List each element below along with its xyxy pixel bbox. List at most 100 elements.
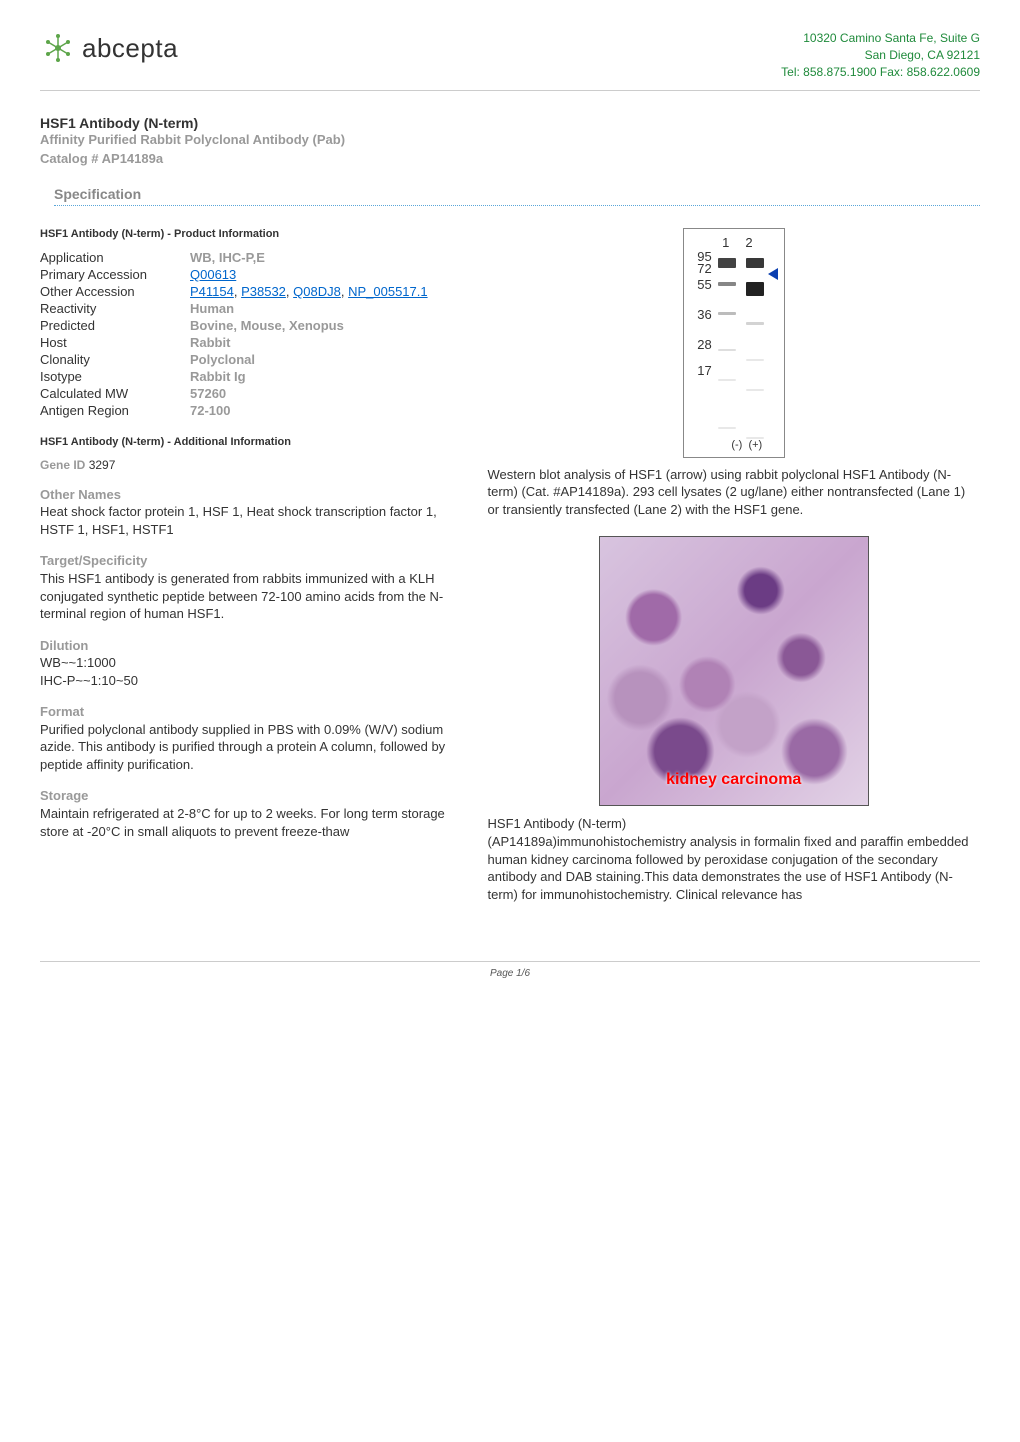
- product-name: HSF1 Antibody (N-term): [40, 115, 980, 131]
- arrow-left-icon: [768, 268, 778, 280]
- gel-band: [746, 322, 764, 325]
- mw-marker: 36: [690, 308, 712, 338]
- product-info-heading: HSF1 Antibody (N-term) - Product Informa…: [40, 228, 460, 240]
- wb-caption: Western blot analysis of HSF1 (arrow) us…: [488, 466, 980, 519]
- block-label: Other Names: [40, 486, 460, 504]
- ihc-caption: HSF1 Antibody (N-term) (AP14189a)immunoh…: [488, 815, 980, 903]
- dilution-line: WB~~1:1000: [40, 654, 460, 672]
- mw-markers: 95 72 55 36 28 17: [690, 252, 712, 408]
- ihc-background: [600, 537, 868, 805]
- gel-lane: [746, 252, 764, 439]
- target-spec-block: Target/Specificity This HSF1 antibody is…: [40, 552, 460, 622]
- right-column: 1 2 95 72 55 36 28 17: [488, 228, 980, 921]
- dilution-block: Dilution WB~~1:1000 IHC-P~~1:10~50: [40, 637, 460, 690]
- gel-band: [718, 312, 736, 315]
- product-subtype: Affinity Purified Rabbit Polyclonal Anti…: [40, 131, 980, 149]
- title-block: HSF1 Antibody (N-term) Affinity Purified…: [40, 115, 980, 167]
- accession-link[interactable]: Q00613: [190, 267, 236, 282]
- kv-key: Primary Accession: [40, 267, 190, 282]
- block-body: Maintain refrigerated at 2-8°C for up to…: [40, 805, 460, 840]
- mw-marker: 17: [690, 364, 712, 408]
- kv-key: Reactivity: [40, 301, 190, 316]
- gel-band: [746, 389, 764, 391]
- product-info-table: Application WB, IHC-P,E Primary Accessio…: [40, 250, 460, 418]
- block-body: This HSF1 antibody is generated from rab…: [40, 570, 460, 623]
- band-arrow: [764, 252, 778, 280]
- block-label: Storage: [40, 787, 460, 805]
- polarity: (+): [748, 439, 762, 451]
- kv-key: Isotype: [40, 369, 190, 384]
- kv-key: Calculated MW: [40, 386, 190, 401]
- gel-lane: [718, 252, 736, 439]
- accession-link[interactable]: P38532: [241, 284, 286, 299]
- accession-link[interactable]: Q08DJ8: [293, 284, 341, 299]
- other-names-block: Other Names Heat shock factor protein 1,…: [40, 486, 460, 539]
- logo-icon: [40, 30, 76, 66]
- kv-val: Q00613: [190, 267, 460, 282]
- gel-band: [718, 282, 736, 286]
- kv-key: Application: [40, 250, 190, 265]
- gel-band: [746, 359, 764, 361]
- address-line: San Diego, CA 92121: [781, 47, 980, 64]
- logo-text: abcepta: [82, 33, 178, 64]
- kv-val: Polyclonal: [190, 352, 460, 367]
- wb-image: 1 2 95 72 55 36 28 17: [683, 228, 785, 458]
- polarity: (-): [731, 439, 742, 451]
- lane-numbers: 1 2: [718, 235, 757, 250]
- page-number: Page 1/6: [490, 968, 530, 979]
- ihc-image: kidney carcinoma: [599, 536, 869, 806]
- accession-link[interactable]: NP_005517.1: [348, 284, 428, 299]
- kv-key: Antigen Region: [40, 403, 190, 418]
- lane-number: 1: [718, 235, 734, 250]
- format-block: Format Purified polyclonal antibody supp…: [40, 703, 460, 773]
- gel-lanes: [718, 252, 764, 439]
- ihc-overlay-label: kidney carcinoma: [600, 771, 868, 789]
- left-column: HSF1 Antibody (N-term) - Product Informa…: [40, 228, 460, 921]
- dilution-line: IHC-P~~1:10~50: [40, 672, 460, 690]
- ihc-caption-body: (AP14189a)immunohistochemistry analysis …: [488, 834, 969, 902]
- gene-id-line: Gene ID 3297: [40, 458, 460, 472]
- polarity-row: (-) (+): [716, 439, 778, 451]
- kv-val: 72-100: [190, 403, 460, 418]
- mw-marker: 72: [690, 264, 712, 278]
- specification-heading: Specification: [54, 186, 980, 206]
- address-line: Tel: 858.875.1900 Fax: 858.622.0609: [781, 64, 980, 81]
- block-label: Dilution: [40, 637, 460, 655]
- gel-band: [718, 258, 736, 268]
- kv-val: Rabbit Ig: [190, 369, 460, 384]
- kv-val: 57260: [190, 386, 460, 401]
- kv-key: Other Accession: [40, 284, 190, 299]
- gel-band: [746, 437, 764, 439]
- gel-band: [746, 282, 764, 296]
- ihc-caption-title: HSF1 Antibody (N-term): [488, 816, 627, 831]
- lane-number: 2: [741, 235, 757, 250]
- kv-val: Human: [190, 301, 460, 316]
- gel-band: [718, 379, 736, 381]
- kv-val: WB, IHC-P,E: [190, 250, 460, 265]
- kv-val: P41154, P38532, Q08DJ8, NP_005517.1: [190, 284, 460, 299]
- mw-marker: 55: [690, 278, 712, 308]
- gene-id-label: Gene ID: [40, 458, 85, 472]
- kv-key: Clonality: [40, 352, 190, 367]
- block-label: Format: [40, 703, 460, 721]
- gel-band: [718, 427, 736, 429]
- page-footer: Page 1/6: [40, 961, 980, 979]
- kv-key: Predicted: [40, 318, 190, 333]
- address-line: 10320 Camino Santa Fe, Suite G: [781, 30, 980, 47]
- western-blot-figure: 1 2 95 72 55 36 28 17: [488, 228, 980, 458]
- storage-block: Storage Maintain refrigerated at 2-8°C f…: [40, 787, 460, 840]
- catalog-number: Catalog # AP14189a: [40, 150, 980, 168]
- kv-val: Bovine, Mouse, Xenopus: [190, 318, 460, 333]
- kv-val: Rabbit: [190, 335, 460, 350]
- gel-band: [746, 258, 764, 268]
- mw-marker: 28: [690, 338, 712, 364]
- content-columns: HSF1 Antibody (N-term) - Product Informa…: [40, 228, 980, 921]
- gene-id-value: 3297: [89, 458, 116, 472]
- gel-band: [718, 349, 736, 351]
- page-header: abcepta 10320 Camino Santa Fe, Suite G S…: [40, 30, 980, 91]
- company-address: 10320 Camino Santa Fe, Suite G San Diego…: [781, 30, 980, 80]
- accession-link[interactable]: P41154: [190, 284, 234, 299]
- additional-info-heading: HSF1 Antibody (N-term) - Additional Info…: [40, 436, 460, 448]
- block-body: Heat shock factor protein 1, HSF 1, Heat…: [40, 503, 460, 538]
- ihc-figure: kidney carcinoma: [488, 536, 980, 809]
